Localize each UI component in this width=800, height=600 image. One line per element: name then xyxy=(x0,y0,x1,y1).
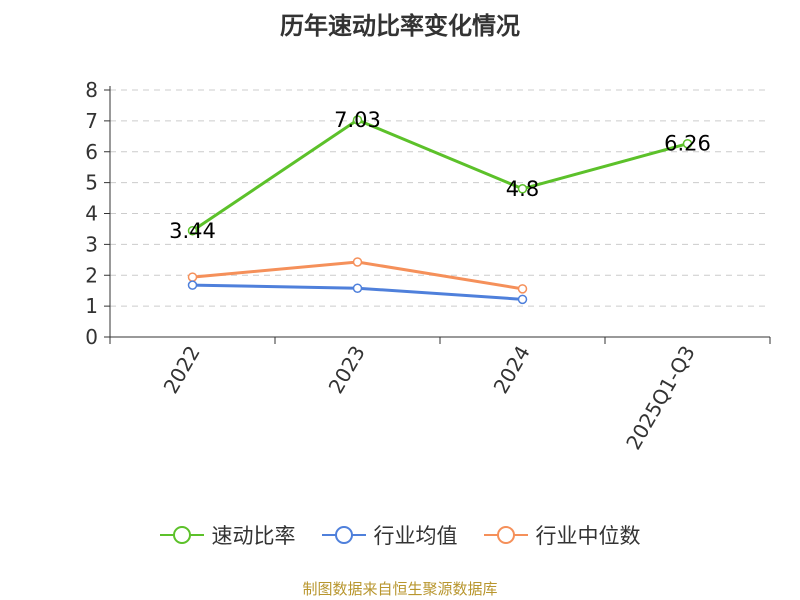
legend-marker-icon xyxy=(321,526,366,544)
data-point xyxy=(352,115,363,125)
data-label: 6.26 xyxy=(664,132,711,156)
x-tick-label: 2024 xyxy=(489,342,535,398)
data-point xyxy=(187,272,198,282)
x-tick-label: 2023 xyxy=(324,342,370,398)
data-labels: 3.44 7.03 4.8 6.26 xyxy=(169,108,711,243)
data-label: 7.03 xyxy=(334,108,381,132)
y-tick-label: 6 xyxy=(85,140,98,164)
data-point xyxy=(517,284,528,294)
x-tick-label: 2022 xyxy=(159,342,205,398)
legend-label: 行业均值 xyxy=(373,524,458,548)
legend-item-industry-mean[interactable]: 行业均值 xyxy=(321,520,458,550)
data-point xyxy=(517,294,528,305)
y-tick-label: 7 xyxy=(85,109,98,133)
legend-marker-icon xyxy=(159,526,204,544)
data-point xyxy=(352,283,363,293)
y-tick-label: 4 xyxy=(85,202,98,226)
y-tick-label: 8 xyxy=(85,78,98,102)
data-label: 3.44 xyxy=(169,219,216,243)
data-point xyxy=(352,257,363,267)
data-point xyxy=(682,138,693,149)
data-label: 4.8 xyxy=(506,177,539,201)
legend: 速动比率 行业均值 行业中位数 xyxy=(0,520,800,550)
series-lines xyxy=(187,115,693,305)
chart-title: 历年速动比率变化情况 xyxy=(280,12,520,40)
data-source: 制图数据来自恒生聚源数据库 xyxy=(302,580,498,598)
data-point xyxy=(187,280,198,290)
legend-item-quick-ratio[interactable]: 速动比率 xyxy=(159,520,296,550)
legend-item-industry-median[interactable]: 行业中位数 xyxy=(483,520,641,550)
legend-label: 速动比率 xyxy=(211,524,296,548)
gridlines xyxy=(110,89,770,307)
y-tick-label: 2 xyxy=(85,263,98,287)
series-line xyxy=(191,118,688,233)
legend-label: 行业中位数 xyxy=(535,524,641,548)
y-tick-label: 3 xyxy=(85,232,98,256)
y-tick-label: 5 xyxy=(85,171,98,195)
data-point xyxy=(517,184,528,194)
x-tick-label: 2025Q1-Q3 xyxy=(621,342,700,454)
y-tick-label: 1 xyxy=(85,294,98,318)
legend-marker-icon xyxy=(483,526,528,544)
data-point xyxy=(187,226,198,236)
y-tick-label: 0 xyxy=(85,325,98,349)
